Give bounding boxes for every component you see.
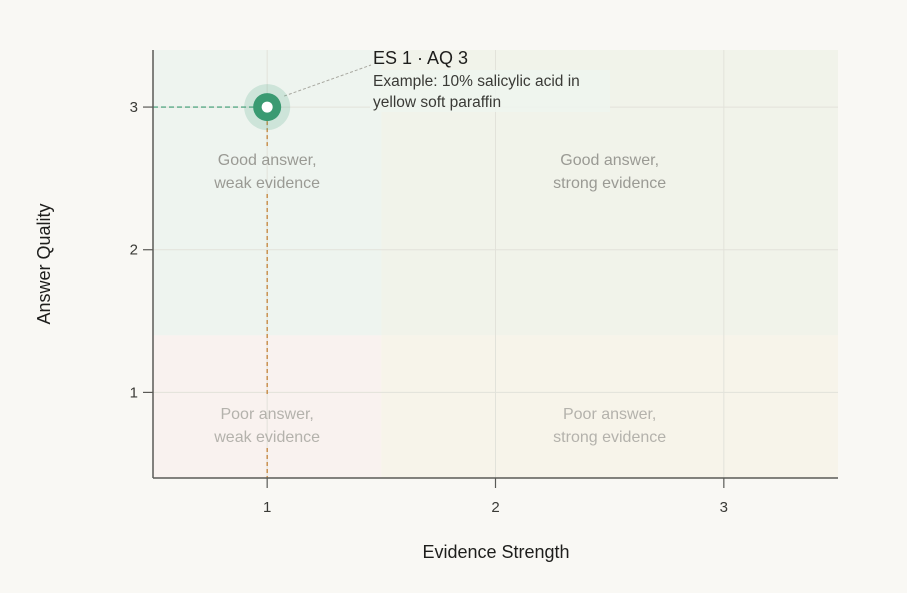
quadrant-label-poor-strong: Poor answer, <box>563 406 656 423</box>
y-tick-label: 2 <box>130 242 138 259</box>
quadrant-label-good-weak: Good answer, <box>218 152 317 169</box>
quadrant-label-good-strong: strong evidence <box>553 175 666 192</box>
x-tick-label: 3 <box>720 499 728 516</box>
y-axis-label: Answer Quality <box>34 203 54 324</box>
x-tick-label: 1 <box>263 499 271 516</box>
annotation-leader <box>283 64 372 97</box>
quadrant-label-poor-strong: strong evidence <box>553 429 666 446</box>
y-tick-label: 1 <box>130 384 138 401</box>
y-tick-label: 3 <box>130 99 138 116</box>
quadrant-label-poor-weak: Poor answer, <box>220 406 313 423</box>
annotation-title: ES 1 · AQ 3 <box>373 48 468 68</box>
quadrant-label-good-weak: weak evidence <box>213 175 320 192</box>
x-axis-label: Evidence Strength <box>422 542 569 562</box>
data-point-center <box>261 101 273 113</box>
annotation-note: Example: 10% salicylic acid in <box>373 73 580 90</box>
annotation-note: yellow soft paraffin <box>373 94 501 111</box>
quadrant-label-good-strong: Good answer, <box>560 152 659 169</box>
x-tick-label: 2 <box>491 499 499 516</box>
annotation-bg <box>370 70 610 112</box>
quadrant-poor-strong <box>381 335 838 478</box>
quadrant-label-poor-weak: weak evidence <box>213 429 320 446</box>
